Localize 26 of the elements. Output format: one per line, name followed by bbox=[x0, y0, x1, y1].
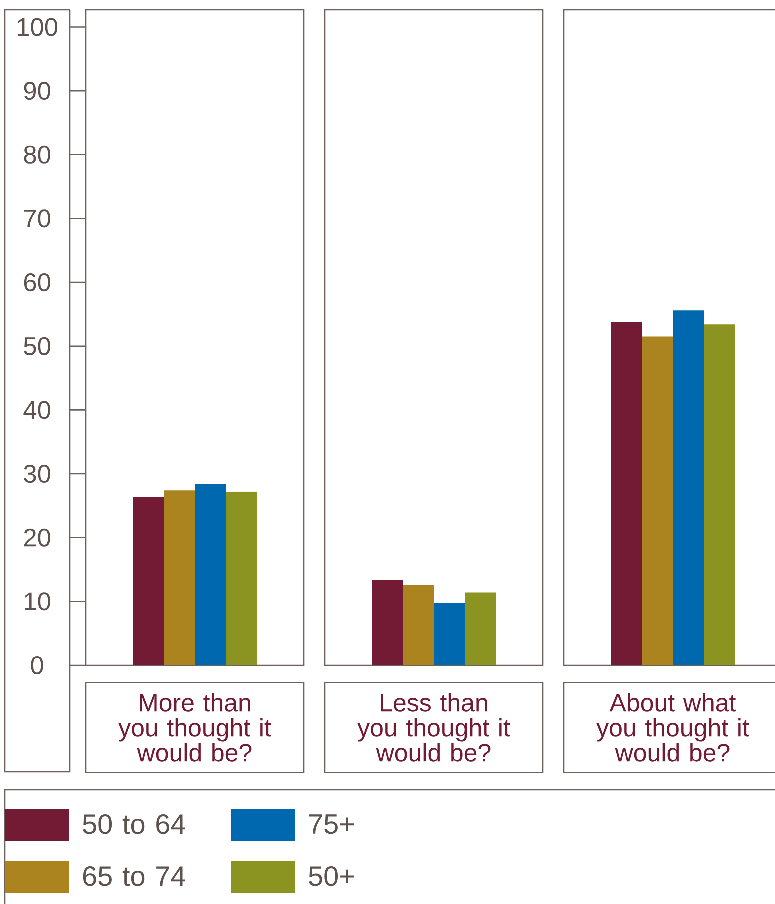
bar bbox=[465, 592, 496, 666]
y-tick-label: 50 bbox=[24, 337, 50, 356]
bar bbox=[403, 585, 434, 666]
legend-label: 65 to 74 bbox=[83, 866, 186, 886]
bar bbox=[434, 602, 465, 666]
y-tick-label: 60 bbox=[24, 274, 50, 292]
legend-label: 75+ bbox=[309, 814, 354, 834]
x-tick-label: Less than you thought it would be? bbox=[358, 693, 510, 762]
x-tick-label: About what you thought it would be? bbox=[596, 693, 750, 762]
y-tick-label: 90 bbox=[24, 82, 50, 100]
y-tick-label: 70 bbox=[24, 210, 50, 228]
y-tick-label: 10 bbox=[25, 592, 50, 611]
bar bbox=[642, 336, 673, 666]
y-tick-label: 20 bbox=[24, 528, 50, 547]
legend-label: 50+ bbox=[309, 866, 354, 886]
y-tick-label: 0 bbox=[31, 656, 44, 675]
y-tick-label: 40 bbox=[24, 401, 50, 420]
y-tick-label: 100 bbox=[18, 18, 58, 36]
y-tick-label: 30 bbox=[24, 464, 50, 484]
bar bbox=[704, 324, 735, 666]
legend-label: 50 to 64 bbox=[83, 814, 186, 834]
bar bbox=[673, 310, 704, 666]
bar bbox=[372, 580, 403, 666]
y-tick-label: 80 bbox=[24, 146, 50, 164]
x-tick-label: More than you thought it would be? bbox=[118, 693, 272, 762]
bar bbox=[611, 322, 642, 666]
